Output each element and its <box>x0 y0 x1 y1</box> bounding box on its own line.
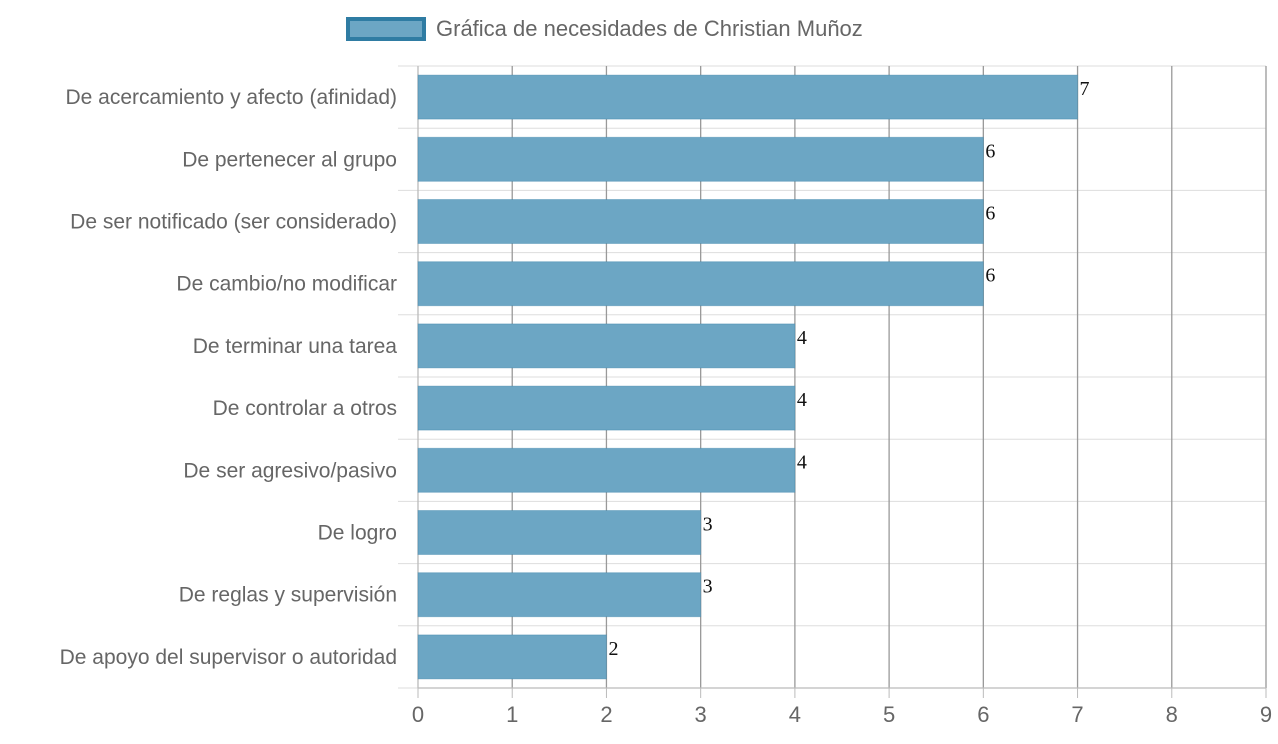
x-tick-label: 4 <box>789 702 801 727</box>
x-tick-label: 8 <box>1166 702 1178 727</box>
bar[interactable] <box>417 385 796 431</box>
data-label: 6 <box>985 203 995 225</box>
bar[interactable] <box>417 510 702 555</box>
data-label: 4 <box>797 327 807 349</box>
category-label: De reglas y supervisión <box>179 584 397 607</box>
bar[interactable] <box>417 261 984 307</box>
category-label: De controlar a otros <box>213 397 397 420</box>
x-tick-label: 9 <box>1260 702 1272 727</box>
x-tick-label: 6 <box>977 702 989 727</box>
category-label: De pertenecer al grupo <box>182 148 397 171</box>
bar[interactable] <box>417 136 984 182</box>
category-label: De terminar una tarea <box>193 335 398 358</box>
legend-label: Gráfica de necesidades de Christian Muño… <box>436 16 863 41</box>
x-tick-label: 5 <box>883 702 895 727</box>
bar[interactable] <box>417 199 984 244</box>
data-label: 3 <box>703 514 713 536</box>
x-tick-label: 2 <box>600 702 612 727</box>
labels: 0 1 2 3 4 5 6 7 8 9 De acercamiento y afecto (afin… <box>60 78 1273 727</box>
category-label: De ser agresivo/pasivo <box>183 459 397 482</box>
legend-swatch <box>346 17 426 41</box>
category-label: De apoyo del supervisor o autoridad <box>60 646 397 669</box>
bar[interactable] <box>417 572 702 618</box>
bar[interactable] <box>417 74 1079 120</box>
x-tick-label: 0 <box>412 702 424 727</box>
data-label: 6 <box>985 140 995 162</box>
category-label: De acercamiento y afecto (afinidad) <box>66 86 398 109</box>
category-label: De logro <box>318 522 397 545</box>
data-label: 6 <box>985 265 995 287</box>
data-label: 7 <box>1080 78 1090 100</box>
category-label: De ser notificado (ser considerado) <box>70 211 397 234</box>
chart-legend[interactable]: Gráfica de necesidades de Christian Muño… <box>346 16 863 42</box>
data-label: 4 <box>797 451 807 473</box>
category-label: De cambio/no modificar <box>176 273 397 296</box>
bar[interactable] <box>417 447 796 493</box>
data-label: 3 <box>703 576 713 598</box>
x-tick-label: 1 <box>506 702 518 727</box>
bar[interactable] <box>417 323 796 369</box>
bar[interactable] <box>417 634 607 680</box>
x-tick-label: 7 <box>1071 702 1083 727</box>
bars <box>417 74 1079 680</box>
x-tick-label: 3 <box>695 702 707 727</box>
data-label: 4 <box>797 389 807 411</box>
data-label: 2 <box>608 638 618 660</box>
